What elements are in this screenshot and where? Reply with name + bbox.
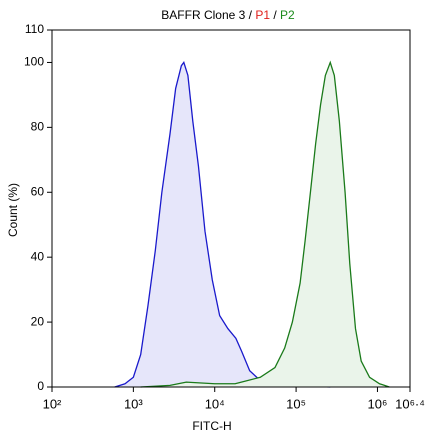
y-tick-label: 0: [37, 379, 44, 393]
x-tick-label: 10⁶: [368, 396, 388, 411]
x-tick-label: 10⁶·⁴: [395, 396, 425, 411]
histogram-area: [140, 62, 390, 387]
x-tick-label: 10²: [43, 396, 62, 411]
y-tick-label: 80: [31, 120, 45, 134]
y-tick-label: 60: [31, 184, 45, 198]
y-tick-label: 40: [31, 249, 45, 263]
y-tick-label: 20: [31, 314, 45, 328]
y-axis-label: Count (%): [6, 183, 20, 237]
y-tick-label: 110: [25, 22, 44, 36]
histogram-line: [140, 60, 390, 388]
y-tick-label: 100: [24, 55, 44, 69]
title-part: P2: [280, 8, 295, 22]
plot-frame: [51, 29, 411, 388]
x-tick-label: 10⁴: [205, 396, 225, 411]
x-axis-label: FITC-H: [192, 419, 231, 433]
x-tick-label: 10³: [124, 396, 143, 411]
histogram-area: [114, 62, 331, 387]
title-part: /: [270, 8, 280, 22]
title-part: P1: [255, 8, 270, 22]
x-tick-label: 10⁵: [286, 396, 306, 411]
title-part: BAFFR Clone 3 /: [161, 8, 255, 22]
histogram-line: [114, 61, 331, 388]
chart-title: BAFFR Clone 3 / P1 / P2: [161, 8, 295, 22]
